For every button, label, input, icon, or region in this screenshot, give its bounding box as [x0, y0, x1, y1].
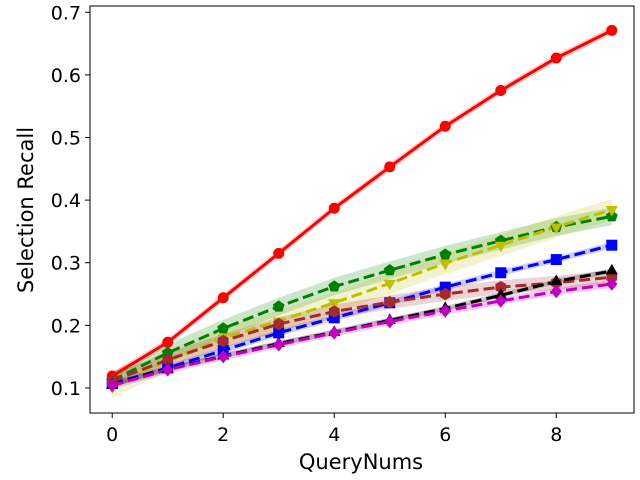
series-markers [106, 24, 618, 394]
series-6-point [550, 274, 563, 286]
series-7-line [111, 282, 612, 387]
series-3-point [383, 279, 396, 291]
series-5-point [328, 305, 340, 318]
series-2-band [112, 207, 612, 390]
y-tick-label: 0.5 [51, 127, 81, 149]
y-tick-label: 0.4 [51, 190, 81, 212]
series-5-point [384, 295, 396, 309]
series-5-point [439, 287, 451, 301]
series-5-line [111, 275, 612, 383]
series-1-point [328, 202, 340, 214]
series-7-point [439, 304, 451, 318]
x-tick-label: 8 [550, 424, 562, 446]
series-2-point [383, 264, 396, 276]
series-1-point [162, 336, 174, 348]
y-axis-label: Selection Recall [14, 127, 38, 293]
x-tick-label: 4 [328, 424, 340, 446]
x-axis-label: QueryNums [299, 450, 423, 474]
series-2-point [272, 300, 285, 312]
series-3-point [605, 206, 618, 217]
series-7-point [217, 349, 229, 364]
series-7-point [384, 314, 396, 329]
x-tick-label: 6 [439, 424, 451, 446]
series-6-point [605, 263, 618, 275]
series-3-point [439, 259, 452, 271]
y-tick-label: 0.7 [51, 2, 81, 24]
series-4-point [495, 267, 507, 279]
series-2-line [111, 214, 613, 382]
confidence-bands [112, 26, 612, 398]
series-lines [111, 29, 613, 389]
series-4-point [550, 254, 562, 266]
series-7-point [273, 337, 285, 352]
series-1-point [495, 85, 507, 97]
series-7-point [606, 277, 618, 291]
series-4-band [112, 242, 612, 387]
plot-frame [89, 5, 635, 414]
series-4-point [606, 239, 618, 251]
y-tick-label: 0.6 [51, 65, 81, 87]
series-3-point [494, 241, 507, 253]
series-1-point [606, 24, 618, 36]
series-7-point [328, 326, 340, 340]
y-tick-label: 0.1 [51, 378, 81, 400]
series-7-point [162, 363, 174, 377]
y-tick-label: 0.2 [51, 315, 81, 337]
series-5-point [217, 334, 229, 348]
series-1-line [111, 29, 613, 378]
x-tick-label: 0 [106, 424, 118, 446]
series-1-point [217, 292, 229, 304]
x-tick-label: 2 [217, 424, 229, 446]
series-5-band [112, 270, 612, 388]
series-7-point [550, 284, 562, 299]
series-7-point [495, 294, 507, 308]
series-3-point [550, 223, 563, 235]
series-7-band [112, 280, 612, 390]
series-2-point [217, 322, 230, 334]
series-2-point [439, 248, 452, 260]
series-4-line [111, 243, 613, 386]
y-tick-label: 0.3 [51, 253, 81, 275]
axes: 0 2 4 6 8 0.1 0.2 0.3 0.4 0.5 0.6 0.7 [51, 2, 635, 446]
series-5-point [273, 317, 285, 331]
series-3-point [328, 299, 341, 310]
series-1-point [550, 52, 562, 64]
series-2-point [328, 280, 341, 292]
series-1-point [384, 161, 396, 173]
series-7-point [106, 378, 118, 393]
series-1-point [273, 247, 285, 259]
series-3-band [112, 198, 612, 398]
series-1-point [439, 120, 451, 132]
